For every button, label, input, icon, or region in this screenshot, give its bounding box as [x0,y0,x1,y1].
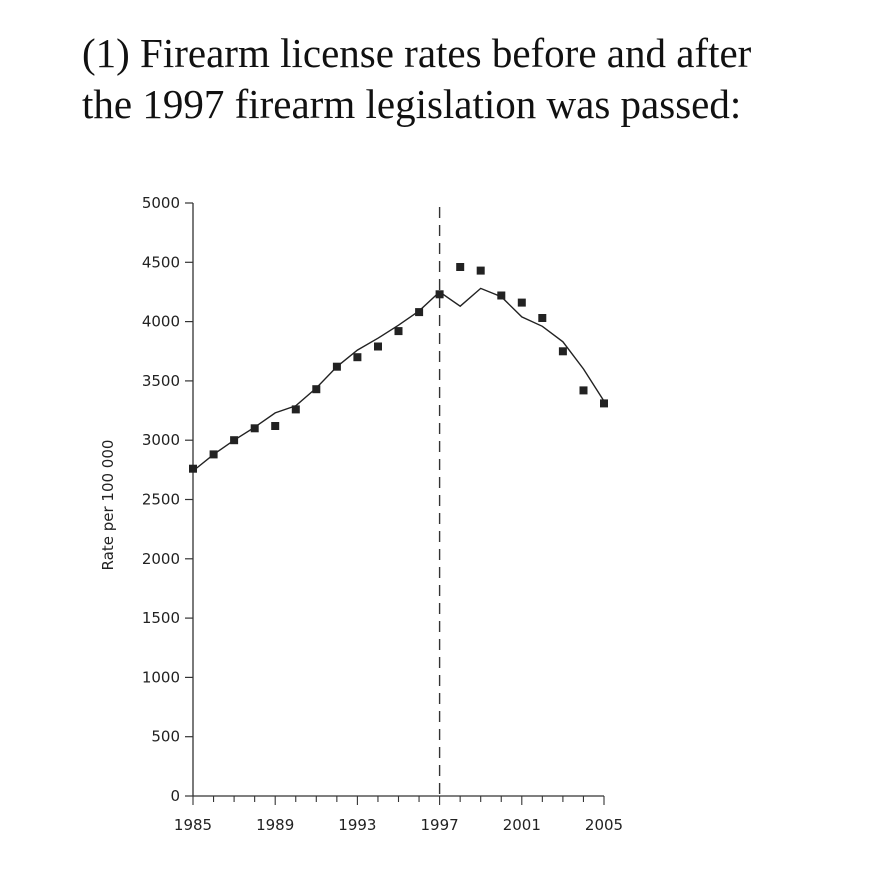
data-point [291,405,300,414]
y-tick-label: 0 [170,787,180,805]
data-point [456,263,465,271]
y-tick-label: 1500 [142,609,180,627]
y-tick-label: 3500 [142,372,180,390]
y-tick-label: 3000 [142,431,180,449]
x-tick-label: 1989 [256,816,294,834]
x-tick-label: 1993 [338,816,376,834]
data-point [353,353,362,362]
title-line-2: the 1997 firearm legislation was passed: [82,81,742,127]
data-point [600,399,608,408]
y-axis-label: Rate per 100 000 [99,440,117,571]
x-tick-label: 1997 [421,816,459,834]
y-tick-label: 2000 [142,550,180,568]
data-point [558,347,567,356]
data-point [517,298,526,307]
x-tick-label: 2005 [585,816,623,834]
trend-line [192,287,605,472]
chart-title: (1) Firearm license rates before and aft… [82,28,882,130]
data-point [579,386,588,395]
tick-labels: 0 500 1000 1500 2000 2500 3000 3500 4000 4500 5000… [142,194,623,834]
data-points [189,263,608,473]
x-tick-label: 1985 [174,816,212,834]
y-tick-label: 4000 [142,313,180,331]
axes [185,202,605,805]
data-point [209,450,218,459]
y-tick-label: 1000 [142,668,180,686]
data-point [394,327,403,336]
x-tick-label: 2001 [503,816,541,834]
data-point [415,308,424,317]
title-line-1: (1) Firearm license rates before and aft… [82,30,752,76]
y-tick-label: 4500 [142,253,180,271]
y-tick-label: 5000 [142,194,180,212]
data-point [230,436,239,445]
data-point [312,385,321,394]
data-point [538,314,547,322]
data-point [435,290,444,299]
data-point [189,464,197,473]
y-tick-label: 2500 [142,491,180,509]
data-point [476,266,485,275]
data-point [271,422,280,430]
data-point [332,362,341,371]
y-tick-label: 500 [151,728,180,746]
data-point [250,424,259,433]
data-point [374,342,382,351]
data-point [497,291,506,300]
